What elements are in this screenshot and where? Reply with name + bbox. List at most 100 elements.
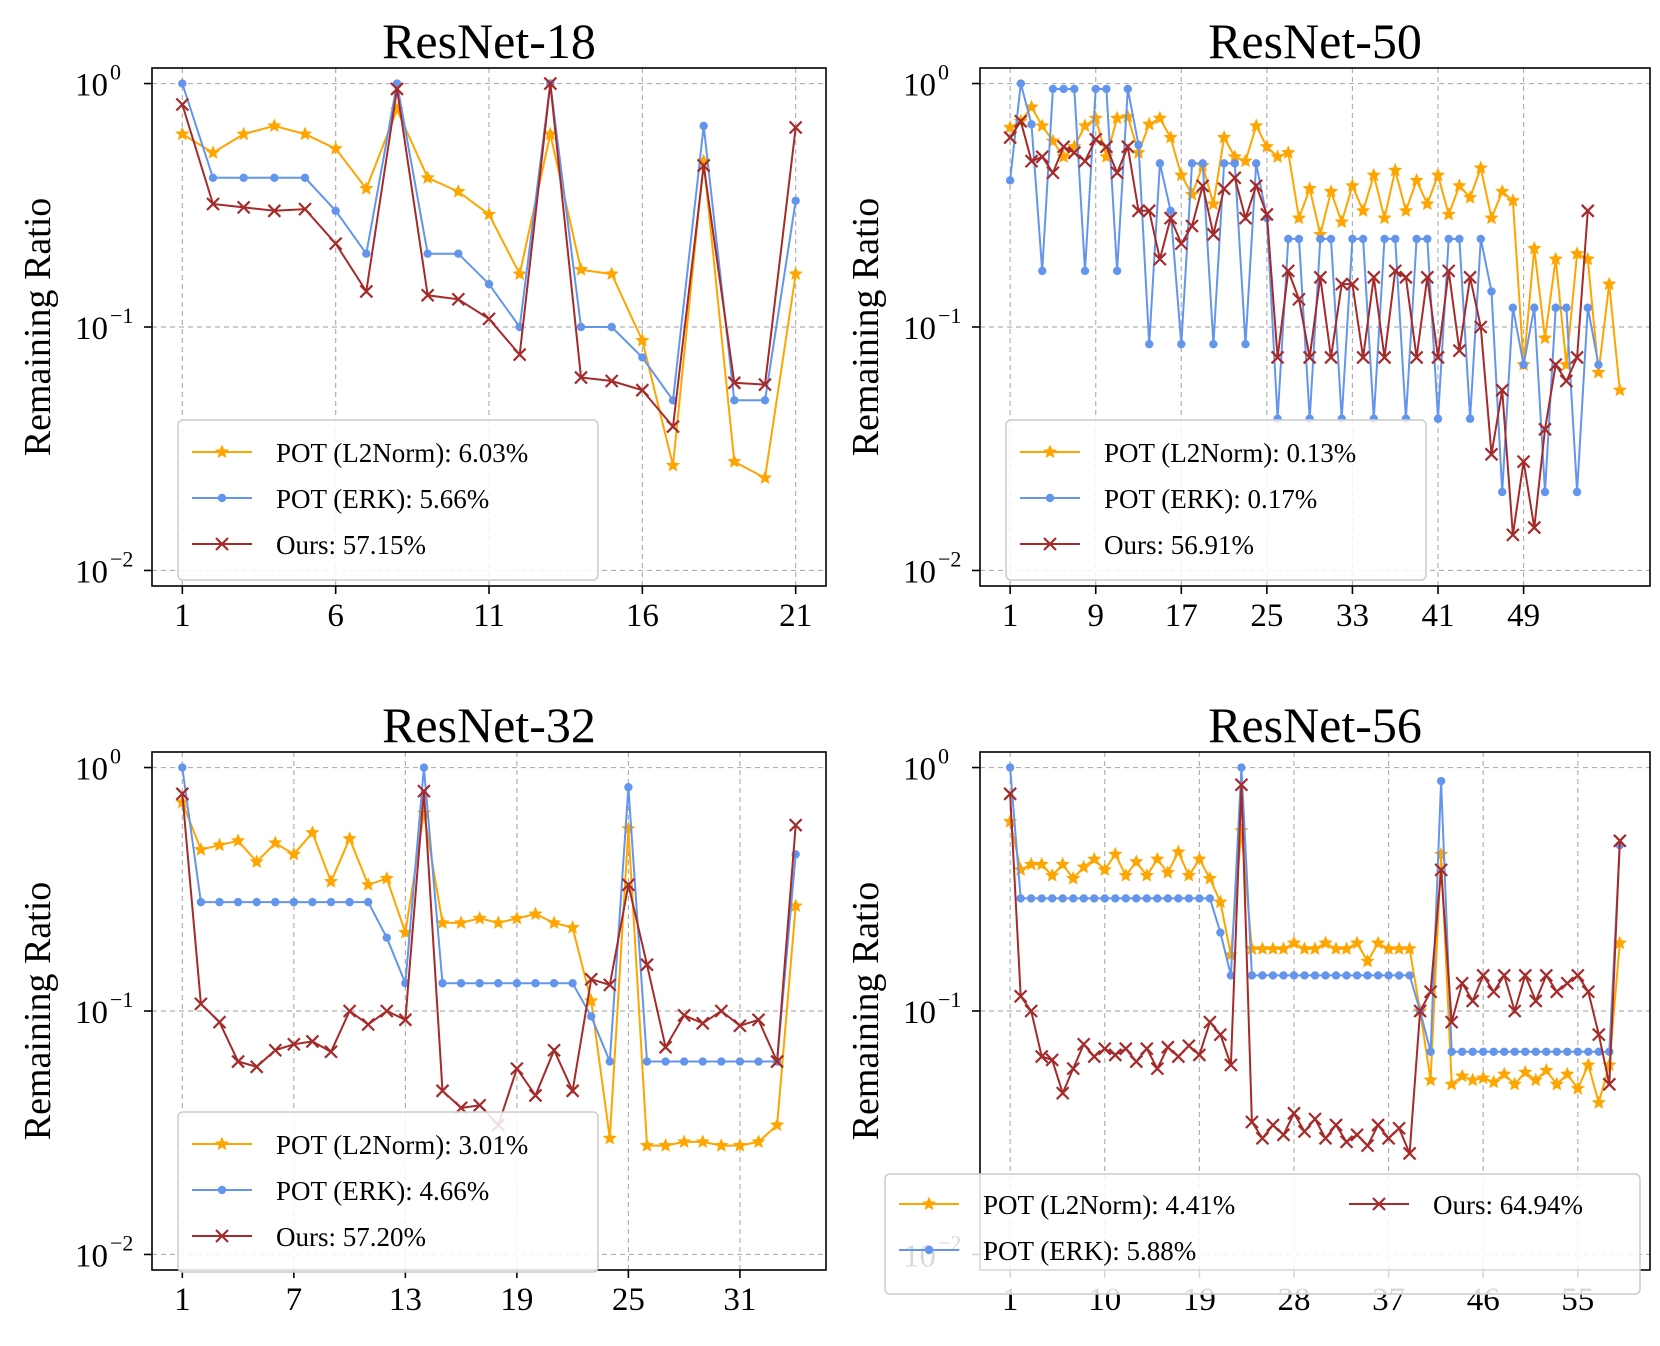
y-tick-exponent: 0: [110, 744, 121, 769]
y-tick-label: 10: [75, 752, 108, 788]
data-point-l2norm: [1142, 116, 1157, 131]
data-point-erk: [1047, 894, 1057, 903]
y-tick-label: 10: [903, 68, 936, 104]
data-point-ours: [1108, 1048, 1123, 1062]
data-point-ours: [1602, 1077, 1617, 1092]
data-point-ours: [770, 1054, 784, 1069]
data-point-ours: [1046, 165, 1060, 180]
data-point-l2norm: [677, 1134, 692, 1148]
data-point-erk: [270, 173, 279, 183]
data-point-ours: [1045, 1053, 1059, 1067]
data-point-l2norm: [1255, 941, 1270, 955]
legend: POT (L2Norm): 6.03% POT (ERK): 5.66% Ours:…: [177, 419, 599, 581]
data-point-ours: [206, 197, 220, 211]
x-tick-label: 21: [779, 598, 812, 634]
data-point-ours: [1495, 383, 1509, 397]
data-point-l2norm: [231, 833, 246, 847]
data-point-l2norm: [1184, 187, 1200, 201]
data-point-ours: [565, 1084, 580, 1098]
data-point-ours: [1119, 1041, 1133, 1056]
y-tick-label: 10: [75, 554, 108, 590]
data-point-l2norm: [543, 126, 558, 141]
data-point-erk: [1121, 894, 1130, 903]
data-point-ours: [1334, 277, 1349, 291]
data-point-ours: [1034, 1049, 1049, 1064]
data-point-ours: [194, 997, 208, 1011]
data-point-ours: [1121, 139, 1135, 154]
data-point-l2norm: [1539, 1062, 1554, 1077]
data-point-erk: [1572, 487, 1582, 497]
data-point-ours: [1228, 171, 1242, 185]
legend-label: Ours: 57.20%: [276, 1222, 426, 1252]
data-point-erk: [1426, 1047, 1435, 1056]
data-point-erk: [1100, 894, 1109, 903]
data-point-erk: [289, 897, 299, 907]
data-point-ours: [1345, 277, 1360, 291]
data-point-ours: [1234, 777, 1249, 792]
data-point-erk: [1080, 266, 1090, 276]
data-point-ours: [1550, 984, 1564, 999]
data-point-erk: [1584, 1047, 1593, 1056]
data-point-erk: [1145, 339, 1154, 349]
data-point-ours: [1195, 179, 1210, 193]
series-markers-erk: [178, 79, 800, 405]
legend: POT (L2Norm): 3.01% POT (ERK): 4.66% Ours:…: [177, 1111, 599, 1273]
data-point-erk: [178, 763, 187, 772]
data-point-erk: [363, 897, 373, 907]
data-point-erk: [1540, 487, 1550, 497]
data-point-l2norm: [1244, 941, 1260, 955]
x-tick-label: 6: [327, 598, 344, 634]
data-point-l2norm: [1150, 851, 1165, 866]
data-point-erk: [196, 897, 206, 907]
data-point-ours: [604, 374, 619, 388]
data-point-l2norm: [1602, 276, 1617, 291]
data-point-l2norm: [1259, 139, 1274, 153]
data-point-erk: [1436, 776, 1446, 786]
data-point-l2norm: [1318, 935, 1333, 950]
data-point-ours: [1110, 165, 1124, 180]
data-point-l2norm: [1110, 110, 1125, 125]
data-point-erk: [1519, 360, 1528, 369]
legend-marker: [921, 1196, 937, 1211]
data-point-ours: [268, 1043, 283, 1058]
data-point-erk: [1380, 234, 1389, 244]
data-point-l2norm: [1152, 110, 1167, 125]
legend-label: POT (L2Norm): 0.13%: [1104, 438, 1356, 468]
x-tick-label: 33: [1336, 598, 1369, 634]
data-point-l2norm: [249, 854, 264, 868]
data-point-l2norm: [328, 141, 343, 155]
data-point-l2norm: [1334, 214, 1349, 228]
data-point-erk: [1373, 971, 1383, 980]
legend-item-ours: Ours: 64.94%: [1349, 1190, 1583, 1220]
data-point-ours: [1613, 834, 1627, 848]
data-point-l2norm: [528, 906, 543, 921]
legend-item-l2norm: POT (L2Norm): 3.01%: [192, 1130, 528, 1160]
data-point-erk: [607, 322, 616, 332]
x-tick-label: 19: [500, 1282, 533, 1318]
data-point-ours: [1356, 350, 1370, 365]
data-point-ours: [512, 347, 527, 362]
legend-item-ours: Ours: 57.15%: [192, 530, 426, 560]
data-point-erk: [1342, 971, 1351, 980]
x-tick-label: 1: [1002, 598, 1019, 634]
data-point-erk: [1230, 159, 1239, 168]
data-point-l2norm: [1056, 149, 1071, 163]
data-point-ours: [1056, 139, 1071, 154]
data-point-ours: [1465, 994, 1480, 1008]
x-tick-label: 31: [723, 1282, 756, 1318]
data-point-ours: [510, 1061, 524, 1076]
data-point-l2norm: [639, 1138, 655, 1152]
data-point-l2norm: [1505, 193, 1520, 207]
data-point-l2norm: [1497, 1066, 1512, 1081]
data-point-l2norm: [1423, 1072, 1438, 1087]
chart-title: ResNet-50: [1208, 13, 1422, 69]
data-point-ours: [1423, 984, 1438, 999]
data-point-l2norm: [1066, 871, 1081, 885]
data-point-l2norm: [286, 846, 301, 861]
data-point-l2norm: [788, 898, 803, 912]
data-point-l2norm: [1249, 118, 1264, 132]
data-point-erk: [1102, 84, 1111, 94]
data-point-erk: [1237, 763, 1246, 772]
data-point-l2norm: [1227, 149, 1242, 163]
data-point-l2norm: [212, 837, 227, 852]
